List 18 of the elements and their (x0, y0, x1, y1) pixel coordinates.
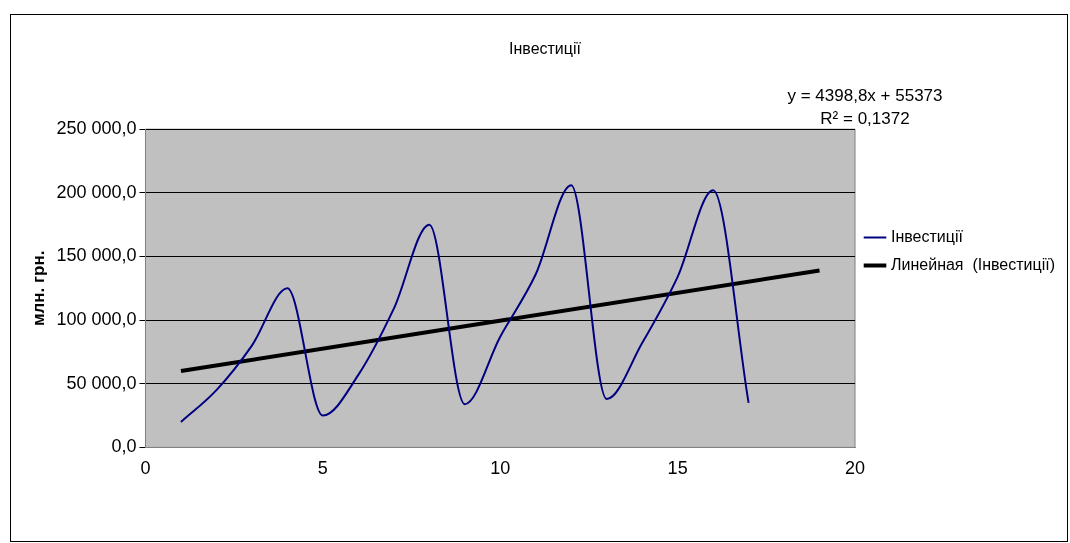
x-tick-label: 10 (490, 458, 511, 479)
legend-label: Линейная (Інвестиції) (891, 255, 1055, 273)
x-tick-label: 15 (667, 458, 688, 479)
y-tick-label: 200 000,0 (56, 181, 137, 202)
text: R² = 0,1372 (820, 108, 910, 128)
y-tick-label: 100 000,0 (56, 309, 137, 330)
legend-label: Інвестиції (891, 227, 964, 245)
x-tick-label: 0 (140, 458, 151, 479)
y-axis-title: млн. грн. (28, 250, 48, 327)
line-series (179, 184, 750, 423)
x-tick-label: 20 (845, 458, 866, 479)
chart-title: Інвестиції (509, 40, 582, 58)
y-tick-label: 250 000,0 (56, 118, 137, 139)
y-tick-label: 150 000,0 (56, 245, 137, 266)
text: y = 4398,8x + 55373 (787, 85, 943, 105)
y-tick-label: 0,0 (111, 436, 137, 457)
x-tick-label: 5 (317, 458, 328, 479)
y-tick-label: 50 000,0 (66, 372, 137, 393)
